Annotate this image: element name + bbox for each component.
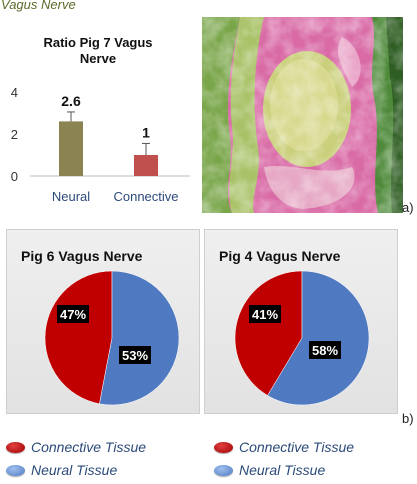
bar-chart-marks: 2.6 Neural 1 Connective	[52, 93, 179, 204]
y-tick-label: 0	[11, 169, 18, 184]
legend-label: Connective Tissue	[239, 439, 355, 455]
pie-slice-neural	[99, 270, 180, 406]
pie-data-label: 47%	[60, 307, 86, 322]
legend-swatch-connective-icon	[6, 441, 25, 453]
panel-a-label: a)	[402, 200, 414, 215]
legend-label: Neural Tissue	[239, 462, 326, 478]
bar-neural	[59, 121, 83, 176]
x-tick-label: Connective	[113, 189, 178, 204]
y-tick-label: 2	[11, 127, 18, 142]
pie-label-box	[119, 346, 151, 364]
pie-label-box	[249, 305, 281, 323]
micrograph-image	[202, 17, 403, 213]
pie-title-pig6: Pig 6 Vagus Nerve	[21, 248, 143, 264]
legend-swatch-neural-icon	[214, 464, 233, 476]
pie-chart-pig6: 47% 53%	[44, 270, 180, 406]
pie-data-label: 41%	[252, 307, 278, 322]
x-tick-label: Neural	[52, 189, 90, 204]
pie-chart-pig4: 41% 58%	[234, 270, 370, 406]
y-tick-label: 4	[11, 85, 18, 100]
bar-data-label: 1	[142, 124, 150, 140]
pie-slice-neural	[267, 270, 370, 406]
legend-swatch-neural-icon	[6, 464, 25, 476]
legend-left-neural: Neural Tissue	[6, 462, 117, 478]
legend-label: Connective Tissue	[31, 439, 147, 455]
pie-panel-pig4: Pig 4 Vagus Nerve 41% 58%	[204, 229, 398, 414]
pie-slice-connective	[44, 270, 113, 405]
figure-title: Vagus Nerve	[1, 0, 76, 12]
legend-right-neural: Neural Tissue	[214, 462, 325, 478]
pie-marks-pig4: 41% 58%	[234, 270, 370, 406]
panel-b-label: b)	[402, 411, 414, 426]
legend-left-connective: Connective Tissue	[6, 439, 146, 455]
pie-label-box	[57, 305, 89, 323]
pie-slice-connective	[234, 270, 303, 396]
pie-title-pig4: Pig 4 Vagus Nerve	[219, 248, 341, 264]
bar-chart-title: Ratio Pig 7 Vagus Nerve	[43, 35, 153, 66]
pie-panel-pig6: Pig 6 Vagus Nerve 47% 53%	[6, 229, 200, 414]
legend-swatch-connective-icon	[214, 441, 233, 453]
bar-data-label: 2.6	[61, 93, 81, 109]
pie-marks-pig6: 47% 53%	[44, 270, 180, 406]
bar-connective	[134, 155, 158, 176]
legend-right-connective: Connective Tissue	[214, 439, 354, 455]
bar-chart-axis: 0 2 4	[11, 85, 190, 184]
pie-data-label: 53%	[122, 348, 148, 363]
pie-data-label: 58%	[312, 343, 338, 358]
pie-label-box	[309, 341, 341, 359]
legend-label: Neural Tissue	[31, 462, 118, 478]
bar-chart: 0 2 4 2.6 Neural 1 Connective	[11, 85, 190, 204]
